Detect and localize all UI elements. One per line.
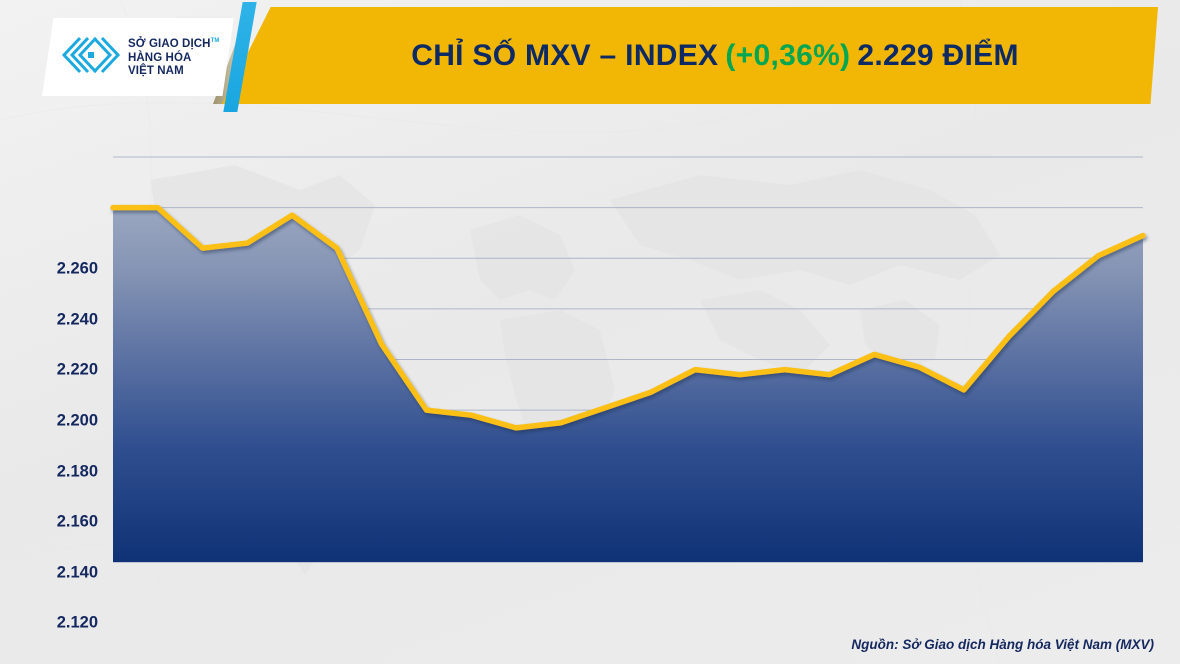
y-axis-tick-label: 2.160	[56, 512, 98, 531]
mxv-logo-icon	[60, 35, 122, 80]
x-axis-labels: 21/722/725/728/729/730/731/71/84/85/86/8…	[0, 224, 1180, 664]
chart-area-fill	[113, 207, 1143, 562]
y-axis-tick-label: 2.140	[56, 563, 98, 582]
y-axis-tick-label: 2.180	[56, 462, 98, 480]
y-axis-labels: 2.260 2.240 2.220 2.200 2.180 2.160 2.140 2.120…	[0, 224, 110, 664]
logo-line-1: SỞ GIAO DỊCH	[128, 38, 211, 51]
title-value: 2.229 ĐIỂM	[857, 39, 1019, 72]
chart-data-line	[110, 204, 1146, 431]
y-axis-tick-label: 2.240	[56, 310, 98, 329]
logo-tm: TM	[210, 38, 220, 45]
y-axis-tick-label: 2.200	[56, 411, 98, 430]
y-axis-tick-label: 2.120	[56, 613, 98, 632]
y-axis-tick-label: 2.260	[56, 259, 98, 278]
logo-text: SỞ GIAO DỊCHTM HÀNG HÓA VIỆT NAM	[128, 35, 219, 78]
title-prefix: CHỈ SỐ MXV – INDEX	[411, 39, 719, 72]
plot-area	[110, 156, 1146, 563]
mxv-index-area-chart	[110, 156, 1146, 563]
logo-line-3: VIỆT NAM	[128, 65, 184, 78]
mxv-maze-logo-graphic	[61, 36, 121, 73]
chart-container: 2.260 2.240 2.220 2.200 2.180 2.160 2.140 2.120…	[0, 112, 1180, 664]
logo-line-2: HÀNG HÓA	[128, 51, 192, 64]
source-attribution: Nguồn: Sở Giao dịch Hàng hóa Việt Nam (M…	[851, 637, 1154, 652]
page-title: CHỈ SỐ MXV – INDEX (+0,36%) 2.229 ĐIỂM	[300, 0, 1130, 112]
logo-card: SỞ GIAO DỊCHTM HÀNG HÓA VIỆT NAM	[42, 18, 234, 96]
banner-yellow-shape	[222, 7, 1158, 104]
header-banner: SỞ GIAO DỊCHTM HÀNG HÓA VIỆT NAM CHỈ SỐ …	[0, 0, 1180, 112]
y-axis-tick-label: 2.220	[56, 360, 98, 379]
title-change-badge: (+0,36%)	[725, 39, 851, 72]
